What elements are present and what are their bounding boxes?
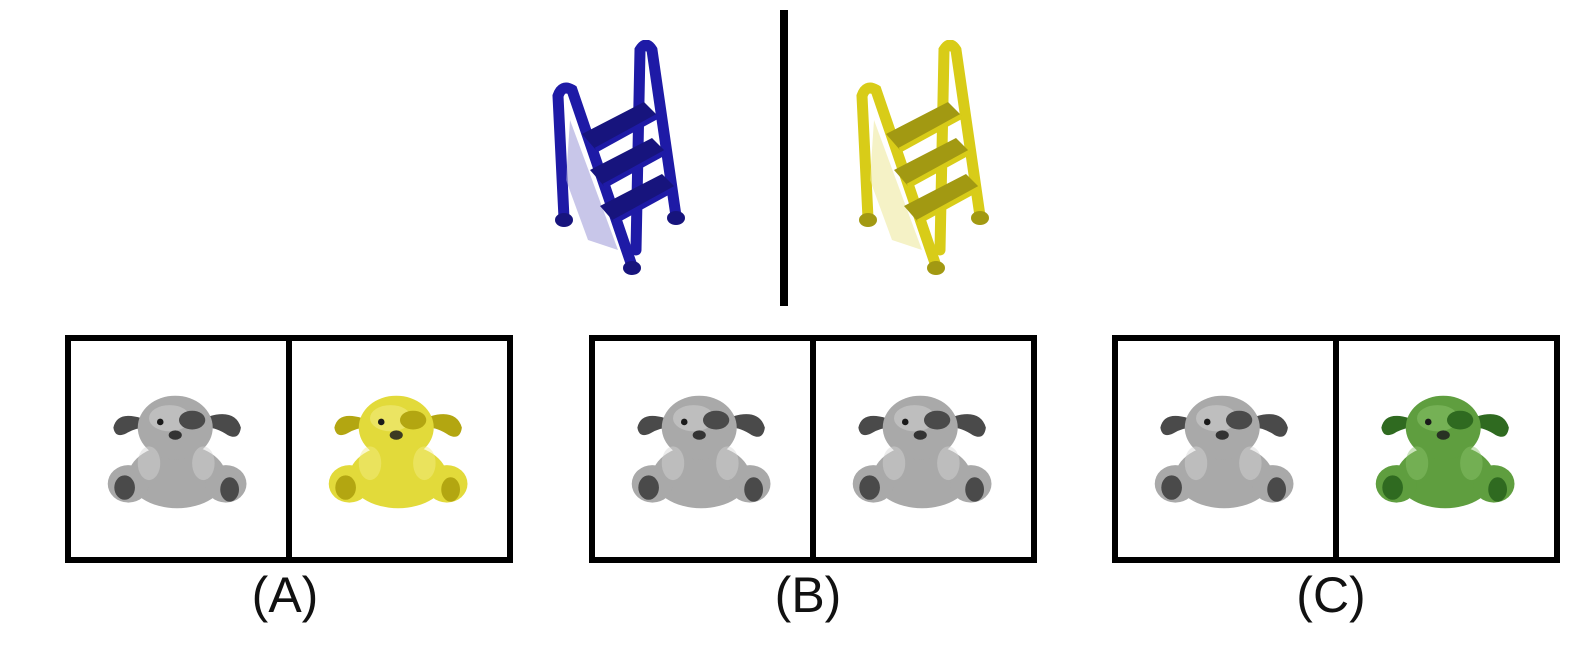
option-label-a: (A) <box>251 567 319 623</box>
step-ladder-icon <box>859 45 989 275</box>
prompt-pair <box>555 10 989 306</box>
option-label-c: (C) <box>1296 567 1366 623</box>
answer-options <box>65 335 1560 563</box>
option-box-b[interactable] <box>589 335 1037 563</box>
option-box-a[interactable] <box>65 335 513 563</box>
step-ladder-icon <box>555 45 685 275</box>
option-box-c[interactable] <box>1112 335 1560 563</box>
option-label-b: (B) <box>774 567 842 623</box>
